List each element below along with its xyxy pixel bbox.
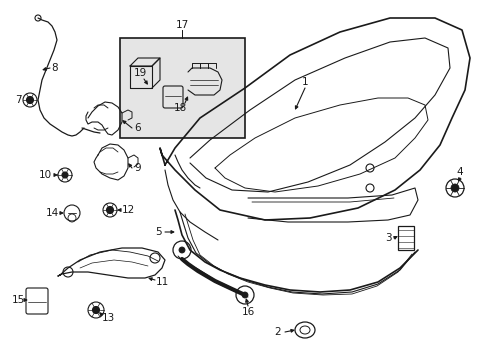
Bar	[397, 226, 413, 250]
Text: 6: 6	[134, 123, 141, 133]
Text: 16: 16	[241, 307, 254, 317]
Text: 15: 15	[11, 295, 24, 305]
Text: 8: 8	[52, 63, 58, 73]
Circle shape	[179, 247, 184, 253]
Text: 12: 12	[121, 205, 134, 215]
Text: 10: 10	[39, 170, 51, 180]
Text: 3: 3	[384, 233, 390, 243]
Bar	[120, 38, 244, 138]
Circle shape	[106, 207, 113, 213]
Circle shape	[450, 184, 458, 192]
Text: 11: 11	[155, 277, 168, 287]
Circle shape	[92, 306, 99, 314]
Text: 4: 4	[456, 167, 462, 177]
Circle shape	[26, 96, 34, 104]
Text: 5: 5	[154, 227, 161, 237]
Text: 18: 18	[173, 103, 186, 113]
Text: 19: 19	[133, 68, 146, 78]
Text: 7: 7	[15, 95, 21, 105]
Text: 2: 2	[274, 327, 281, 337]
Text: 1: 1	[301, 77, 307, 87]
Text: 13: 13	[101, 313, 114, 323]
Text: 17: 17	[175, 20, 188, 30]
Circle shape	[35, 15, 41, 21]
Text: 14: 14	[45, 208, 59, 218]
Text: 9: 9	[134, 163, 141, 173]
Circle shape	[62, 172, 68, 178]
Circle shape	[242, 292, 247, 298]
